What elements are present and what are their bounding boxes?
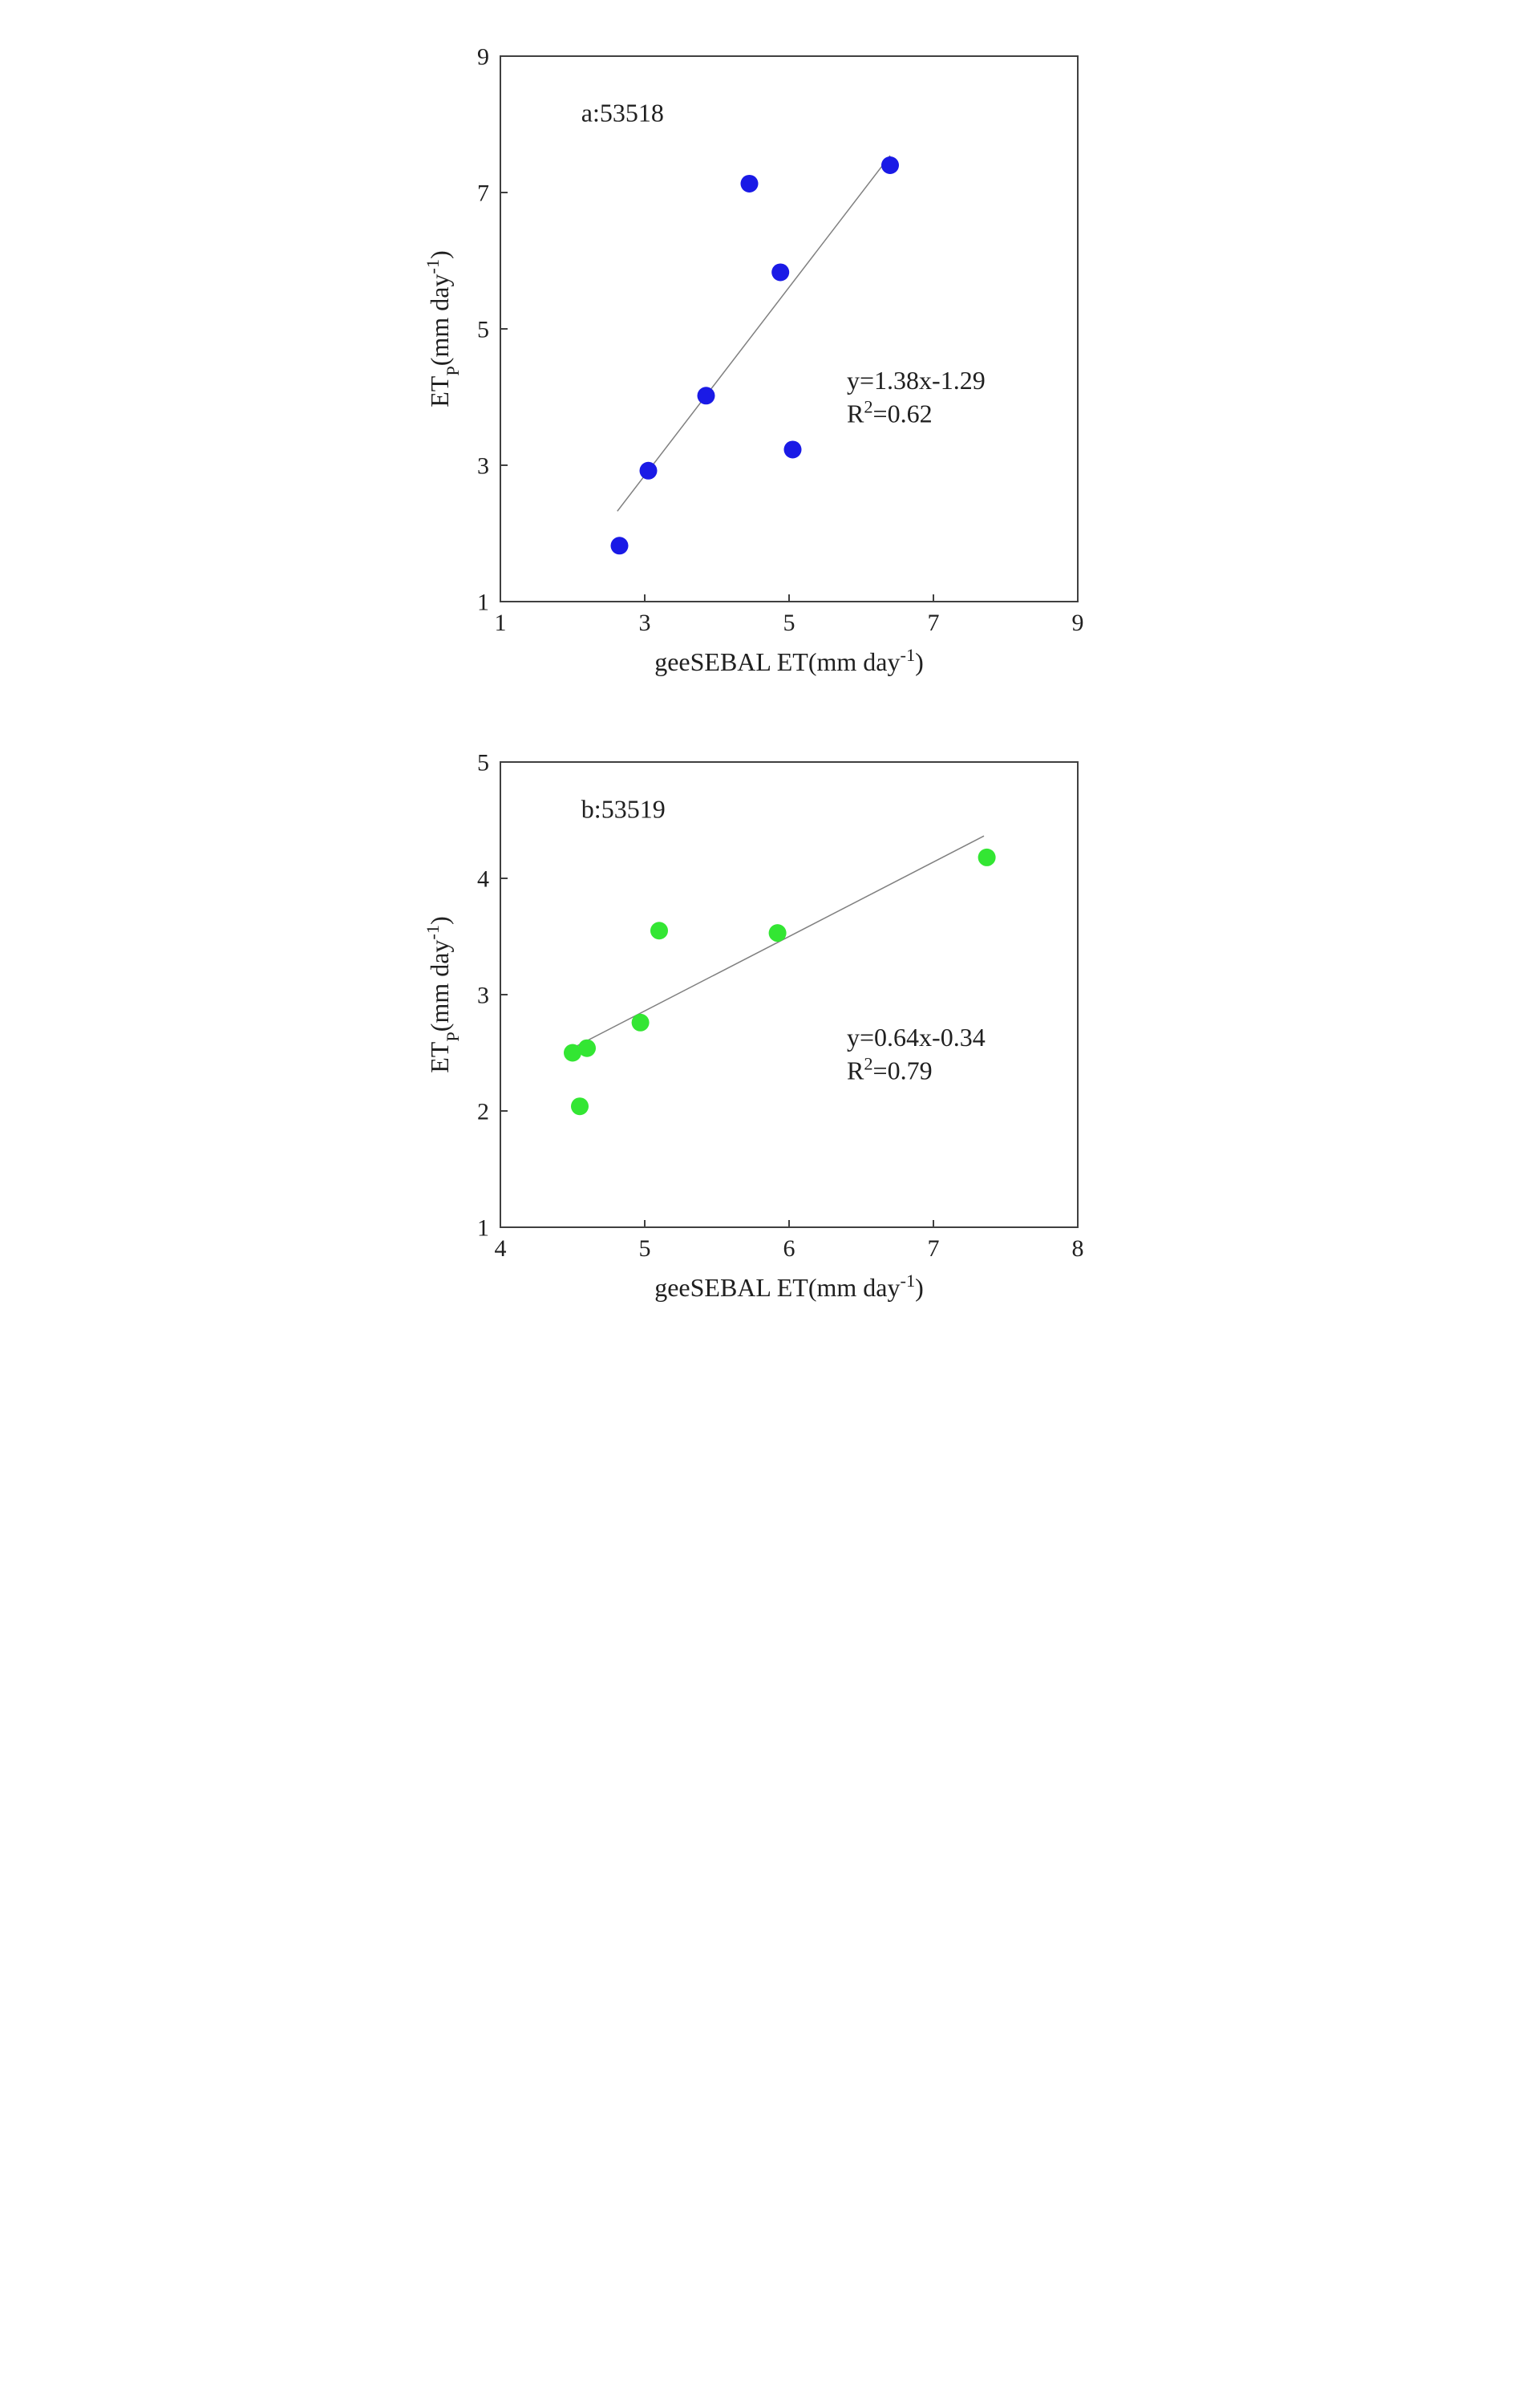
y-tick-label: 4 — [477, 866, 489, 893]
x-tick-label: 6 — [783, 1235, 795, 1262]
panel-label: b:53519 — [581, 795, 666, 824]
y-axis-label: ETP(mm day-1) — [423, 250, 463, 407]
y-axis-label: ETP(mm day-1) — [423, 916, 463, 1073]
data-point — [632, 1014, 650, 1032]
y-tick-label: 5 — [477, 750, 489, 776]
data-point — [771, 263, 789, 281]
x-tick-label: 9 — [1072, 610, 1084, 636]
x-tick-label: 5 — [783, 610, 795, 636]
x-axis-label: geeSEBAL ET(mm day-1) — [654, 645, 924, 677]
data-point — [571, 1097, 589, 1115]
r-squared: R2=0.79 — [847, 1053, 933, 1085]
data-point — [611, 537, 629, 554]
data-point — [978, 849, 996, 866]
x-tick-label: 7 — [928, 1235, 940, 1262]
data-point — [784, 440, 802, 458]
figure-container: 1 3 5 7 9 1 3 5 7 9 a:53518 y=1.38x-1.29R2=0.62 geeS… — [380, 32, 1134, 1315]
data-point — [741, 175, 759, 193]
x-tick-label: 5 — [639, 1235, 651, 1262]
y-tick-label: 7 — [477, 180, 489, 207]
data-point — [698, 387, 715, 404]
x-tick-label: 1 — [495, 610, 507, 636]
plot-border — [500, 56, 1078, 602]
y-tick-label: 3 — [477, 983, 489, 1009]
x-tick-label: 4 — [495, 1235, 507, 1262]
x-tick-label: 8 — [1072, 1235, 1084, 1262]
r-squared: R2=0.62 — [847, 396, 933, 428]
equation-line: y=0.64x-0.34 — [847, 1023, 986, 1052]
y-tick-label: 9 — [477, 44, 489, 71]
y-tick-label: 2 — [477, 1099, 489, 1125]
data-point — [578, 1040, 596, 1057]
data-point — [881, 156, 899, 174]
panel-label: a:53518 — [581, 99, 664, 128]
equation-line: y=1.38x-1.29 — [847, 366, 986, 395]
data-point — [640, 462, 658, 480]
chart-a: 1 3 5 7 9 1 3 5 7 9 a:53518 y=1.38x-1.29R2=0.62 geeS… — [412, 32, 1102, 690]
x-tick-label: 7 — [928, 610, 940, 636]
data-point — [769, 924, 787, 942]
plot-border — [500, 762, 1078, 1227]
y-tick-label: 5 — [477, 317, 489, 343]
x-tick-label: 3 — [639, 610, 651, 636]
y-tick-label: 1 — [477, 1215, 489, 1242]
y-tick-label: 3 — [477, 453, 489, 480]
x-axis-label: geeSEBAL ET(mm day-1) — [654, 1271, 924, 1303]
y-tick-label: 1 — [477, 590, 489, 616]
chart-b: 4 5 6 7 8 1 2 3 4 5 b:53519 y=0.64x-0.34R2=0.79 geeS… — [412, 738, 1102, 1315]
data-point — [650, 922, 668, 939]
